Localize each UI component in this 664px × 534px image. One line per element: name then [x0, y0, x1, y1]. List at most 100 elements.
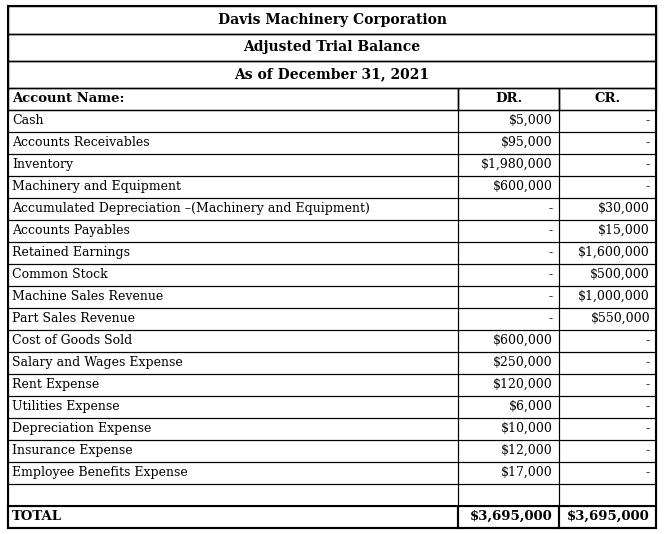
Bar	[8, 154, 458, 176]
Bar	[8, 418, 458, 439]
Bar	[559, 461, 656, 484]
Bar	[559, 176, 656, 198]
Bar	[559, 439, 656, 461]
Bar	[8, 34, 656, 61]
Text: $17,000: $17,000	[501, 466, 553, 479]
Text: -: -	[646, 400, 650, 413]
Bar	[8, 132, 458, 154]
Text: -: -	[646, 444, 650, 457]
Text: -: -	[548, 268, 553, 281]
Bar	[8, 461, 458, 484]
Text: $30,000: $30,000	[598, 202, 650, 215]
Text: Machine Sales Revenue: Machine Sales Revenue	[12, 290, 163, 303]
Bar	[458, 439, 559, 461]
Text: -: -	[646, 158, 650, 171]
Text: -: -	[548, 224, 553, 237]
Text: Account Name:: Account Name:	[12, 92, 124, 105]
Bar	[8, 242, 458, 264]
Bar	[559, 154, 656, 176]
Bar	[559, 329, 656, 352]
Bar	[458, 242, 559, 264]
Bar	[458, 154, 559, 176]
Bar	[458, 132, 559, 154]
Text: As of December 31, 2021: As of December 31, 2021	[234, 67, 430, 81]
Bar	[8, 439, 458, 461]
Text: Accumulated Depreciation –(Machinery and Equipment): Accumulated Depreciation –(Machinery and…	[12, 202, 370, 215]
Bar	[458, 418, 559, 439]
Text: Davis Machinery Corporation: Davis Machinery Corporation	[218, 13, 446, 27]
Bar	[458, 264, 559, 286]
Bar	[458, 352, 559, 374]
Text: Accounts Receivables: Accounts Receivables	[12, 136, 149, 149]
Text: -: -	[646, 180, 650, 193]
Bar	[458, 88, 559, 109]
Bar	[559, 88, 656, 109]
Bar	[8, 109, 458, 132]
Bar	[559, 132, 656, 154]
Bar	[8, 6, 656, 34]
Bar	[458, 396, 559, 418]
Bar	[559, 484, 656, 506]
Bar	[559, 418, 656, 439]
Text: -: -	[548, 290, 553, 303]
Text: Cash: Cash	[12, 114, 43, 127]
Bar	[559, 264, 656, 286]
Bar	[559, 352, 656, 374]
Bar	[8, 264, 458, 286]
Bar	[559, 198, 656, 219]
Bar	[458, 308, 559, 329]
Bar	[559, 396, 656, 418]
Text: TOTAL: TOTAL	[12, 510, 62, 523]
Text: CR.: CR.	[594, 92, 621, 105]
Text: Part Sales Revenue: Part Sales Revenue	[12, 312, 135, 325]
Text: -: -	[646, 422, 650, 435]
Bar	[8, 308, 458, 329]
Text: $1,980,000: $1,980,000	[481, 158, 553, 171]
Text: -: -	[646, 466, 650, 479]
Bar	[559, 219, 656, 242]
Text: $1,000,000: $1,000,000	[578, 290, 650, 303]
Text: Common Stock: Common Stock	[12, 268, 108, 281]
Bar	[8, 374, 458, 396]
Text: $95,000: $95,000	[501, 136, 553, 149]
Text: Depreciation Expense: Depreciation Expense	[12, 422, 151, 435]
Text: -: -	[548, 312, 553, 325]
Text: Employee Benefits Expense: Employee Benefits Expense	[12, 466, 188, 479]
Text: -: -	[646, 378, 650, 391]
Bar	[8, 286, 458, 308]
Bar	[458, 484, 559, 506]
Text: $3,695,000: $3,695,000	[567, 510, 650, 523]
Bar	[559, 506, 656, 528]
Bar	[559, 109, 656, 132]
Bar	[458, 506, 559, 528]
Text: $10,000: $10,000	[501, 422, 553, 435]
Bar	[559, 308, 656, 329]
Text: $500,000: $500,000	[590, 268, 650, 281]
Text: Insurance Expense: Insurance Expense	[12, 444, 133, 457]
Text: -: -	[646, 356, 650, 369]
Text: Utilities Expense: Utilities Expense	[12, 400, 120, 413]
Bar	[8, 176, 458, 198]
Text: -: -	[548, 202, 553, 215]
Bar	[559, 286, 656, 308]
Text: -: -	[548, 246, 553, 259]
Bar	[8, 506, 458, 528]
Bar	[458, 374, 559, 396]
Text: Cost of Goods Sold: Cost of Goods Sold	[12, 334, 132, 347]
Bar	[8, 352, 458, 374]
Text: Inventory: Inventory	[12, 158, 73, 171]
Text: $600,000: $600,000	[493, 180, 553, 193]
Bar	[8, 396, 458, 418]
Text: $550,000: $550,000	[590, 312, 650, 325]
Bar	[458, 286, 559, 308]
Text: -: -	[646, 136, 650, 149]
Text: Machinery and Equipment: Machinery and Equipment	[12, 180, 181, 193]
Text: Retained Earnings: Retained Earnings	[12, 246, 130, 259]
Text: Accounts Payables: Accounts Payables	[12, 224, 130, 237]
Text: $12,000: $12,000	[501, 444, 553, 457]
Text: $600,000: $600,000	[493, 334, 553, 347]
Text: DR.: DR.	[495, 92, 522, 105]
Text: -: -	[646, 334, 650, 347]
Text: Salary and Wages Expense: Salary and Wages Expense	[12, 356, 183, 369]
Bar	[8, 484, 458, 506]
